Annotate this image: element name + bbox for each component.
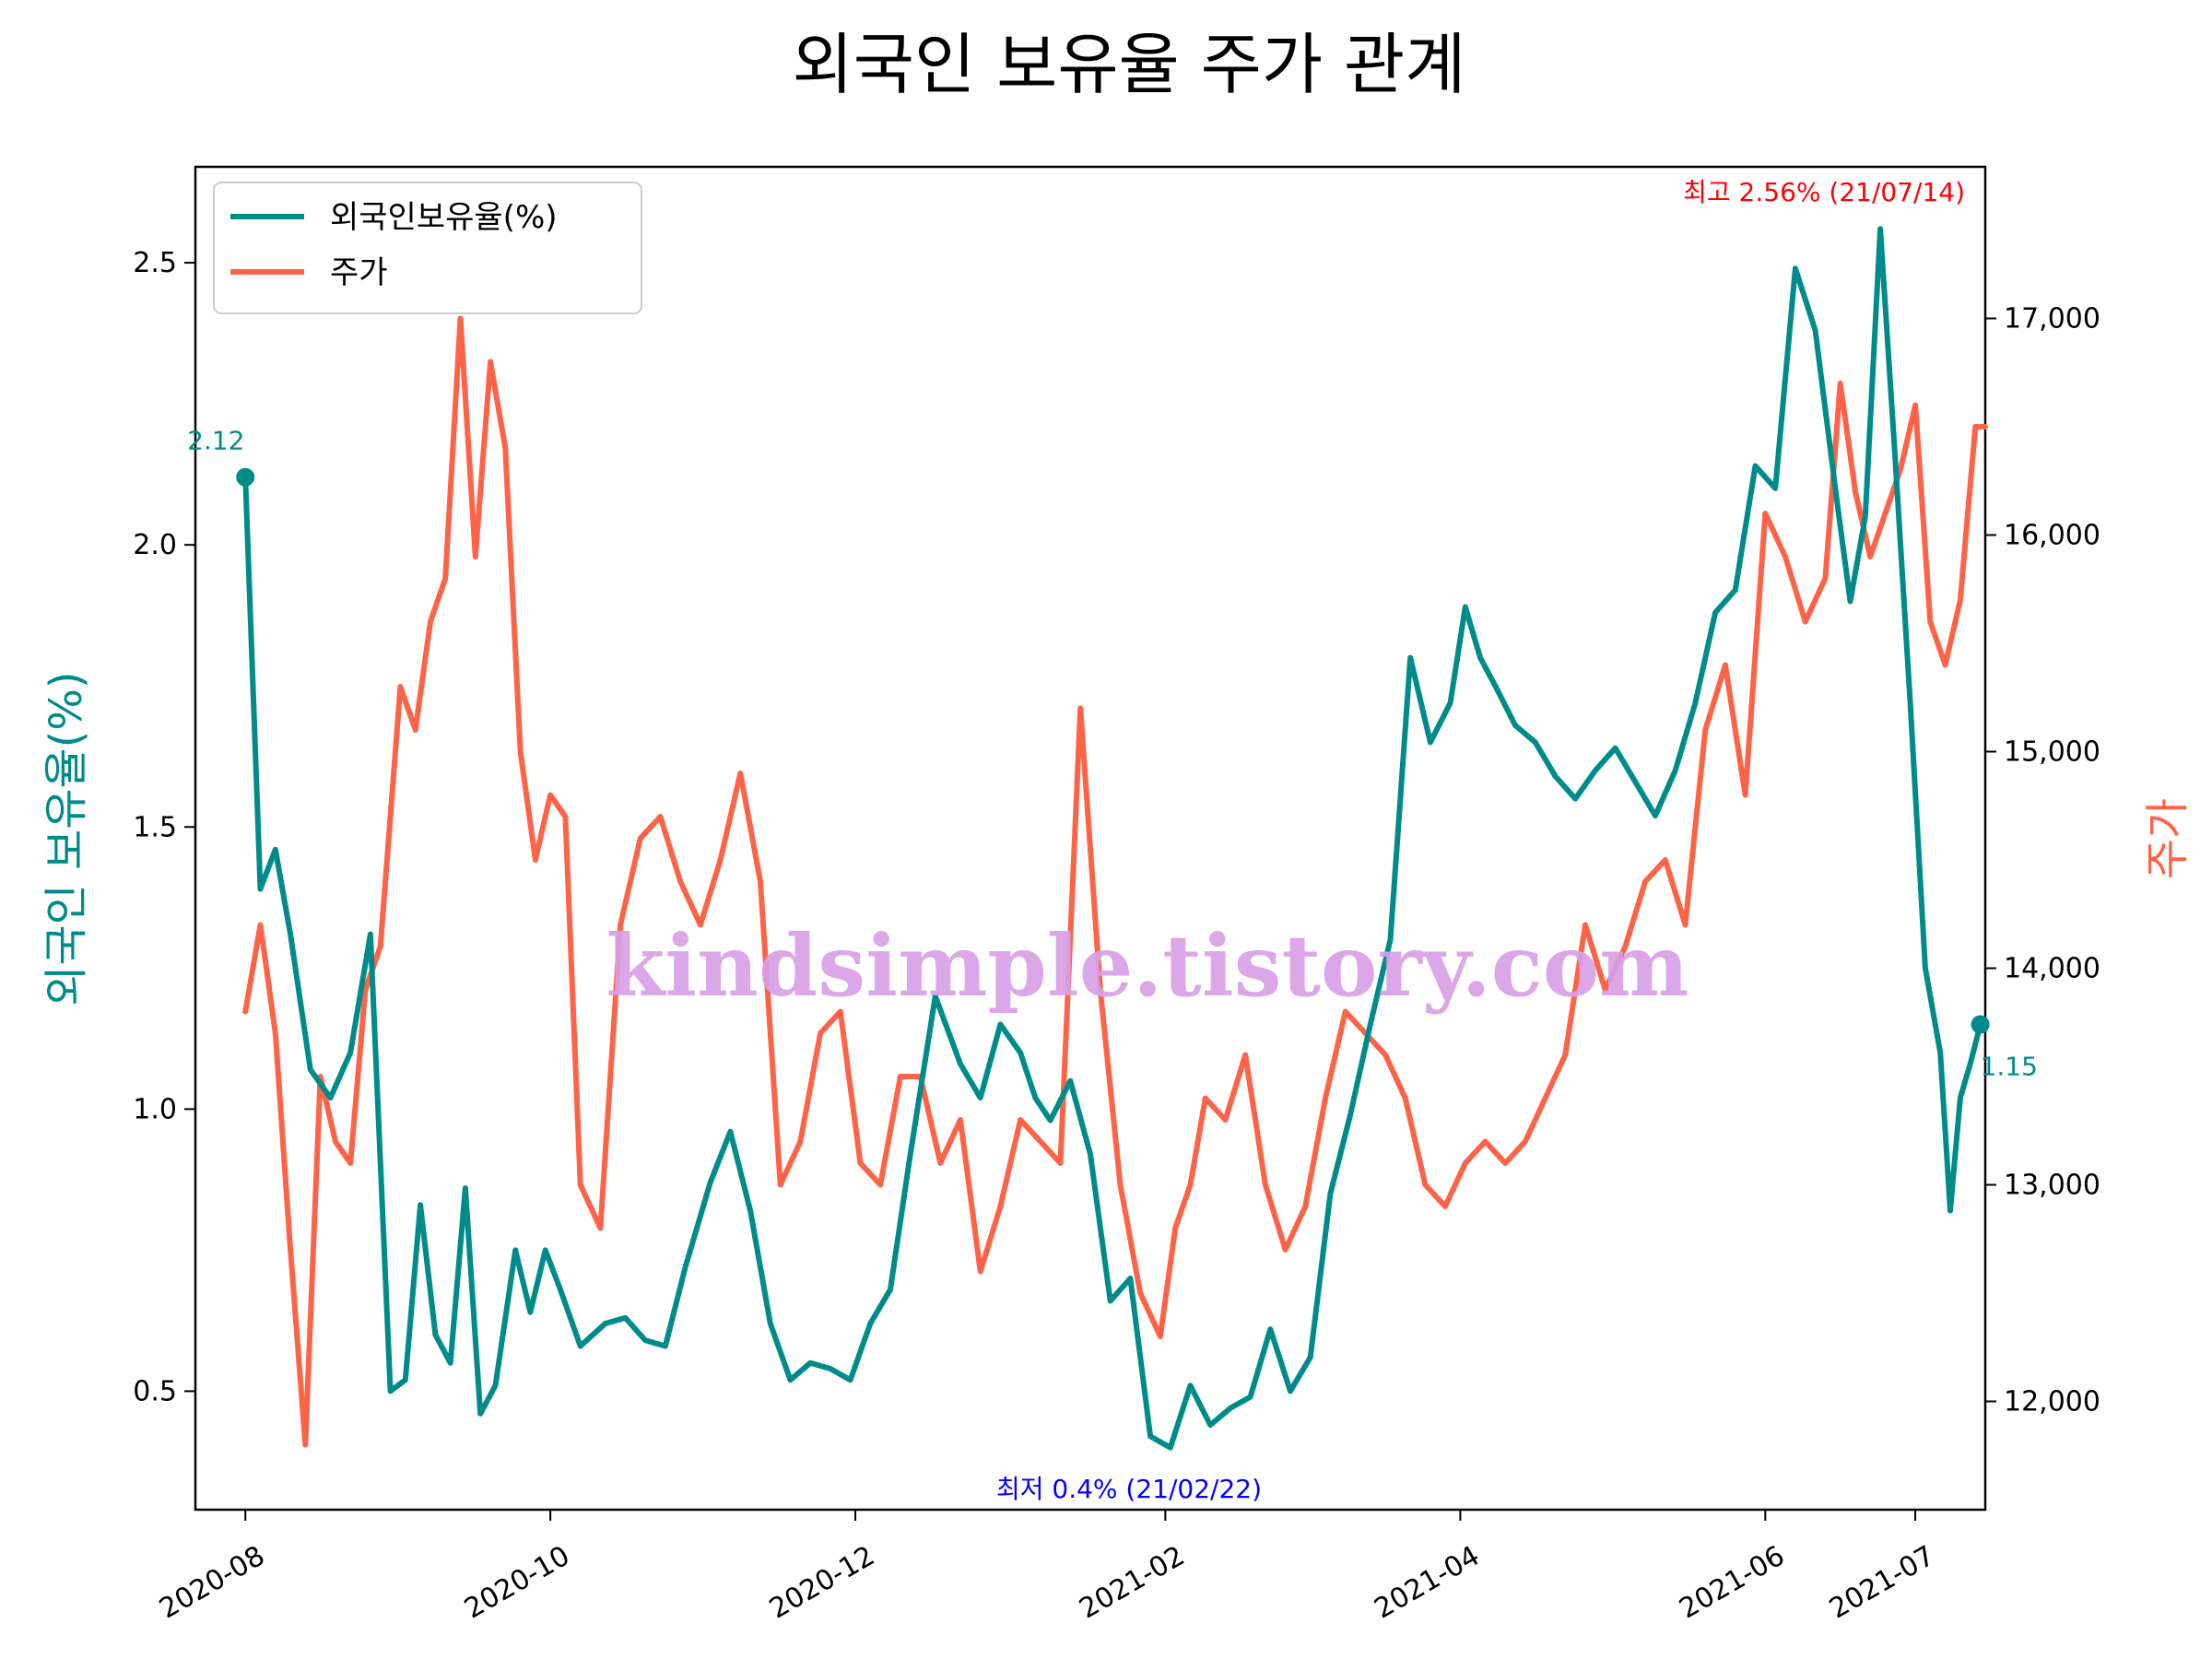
y-axis-ticks-right: 12,000 13,000 14,000 15,000 16,000 17,000 [1985, 303, 2100, 1418]
x-tick-label: 2020-08 [154, 1540, 270, 1626]
series-layer [236, 226, 1990, 1451]
y-right-tick-label: 12,000 [2004, 1386, 2100, 1418]
x-tick-label: 2020-10 [459, 1540, 575, 1626]
min-annotation: 최저 0.4% (21/02/22) [996, 1474, 1262, 1504]
x-tick-label: 2021-02 [1074, 1540, 1190, 1626]
y-left-tick-label: 1.5 [133, 811, 177, 843]
x-axis-ticks: 2020-08 2020-10 2020-12 2021-02 2021-04 2021-… [154, 1510, 1940, 1626]
start-value-label: 2.12 [187, 426, 244, 456]
y-right-tick-label: 13,000 [2004, 1170, 2100, 1202]
y-axis-label-right: 주가 [2142, 798, 2194, 879]
y-left-tick-label: 2.5 [133, 247, 177, 279]
y-axis-label-left: 외국인 보유율(%) [41, 671, 92, 1006]
plot-area [194, 165, 1987, 1512]
x-tick-label: 2021-06 [1674, 1540, 1790, 1626]
x-tick-label: 2021-07 [1824, 1540, 1940, 1626]
chart-title: 외국인 보유율 주가 관계 [792, 26, 1465, 103]
x-tick-label: 2021-04 [1369, 1540, 1485, 1626]
legend-box [213, 182, 642, 314]
y-right-tick-label: 14,000 [2004, 953, 2100, 985]
foreign-ownership-line [242, 226, 1983, 1451]
start-point-marker [236, 467, 255, 487]
legend-entry-price: 주가 [330, 254, 388, 291]
end-point-marker [1971, 1015, 1990, 1034]
price-line [242, 315, 1988, 1448]
y-right-tick-label: 16,000 [2004, 520, 2100, 552]
end-value-label: 1.15 [1981, 1052, 2038, 1082]
max-annotation: 최고 2.56% (21/07/14) [1683, 177, 1965, 207]
y-axis-ticks-left: 0.5 1.0 1.5 2.0 2.5 [133, 247, 195, 1407]
y-right-tick-label: 15,000 [2004, 736, 2100, 769]
watermark-text: kindsimple.tistory.com [606, 916, 1688, 1016]
legend-entry-foreign: 외국인보유율(%) [330, 199, 558, 236]
y-left-tick-label: 0.5 [133, 1375, 177, 1407]
y-left-tick-label: 1.0 [133, 1093, 177, 1125]
y-left-tick-label: 2.0 [133, 529, 177, 561]
x-tick-label: 2020-12 [764, 1540, 880, 1626]
y-right-tick-label: 17,000 [2004, 303, 2100, 335]
legend: 외국인보유율(%) 주가 [213, 182, 642, 314]
